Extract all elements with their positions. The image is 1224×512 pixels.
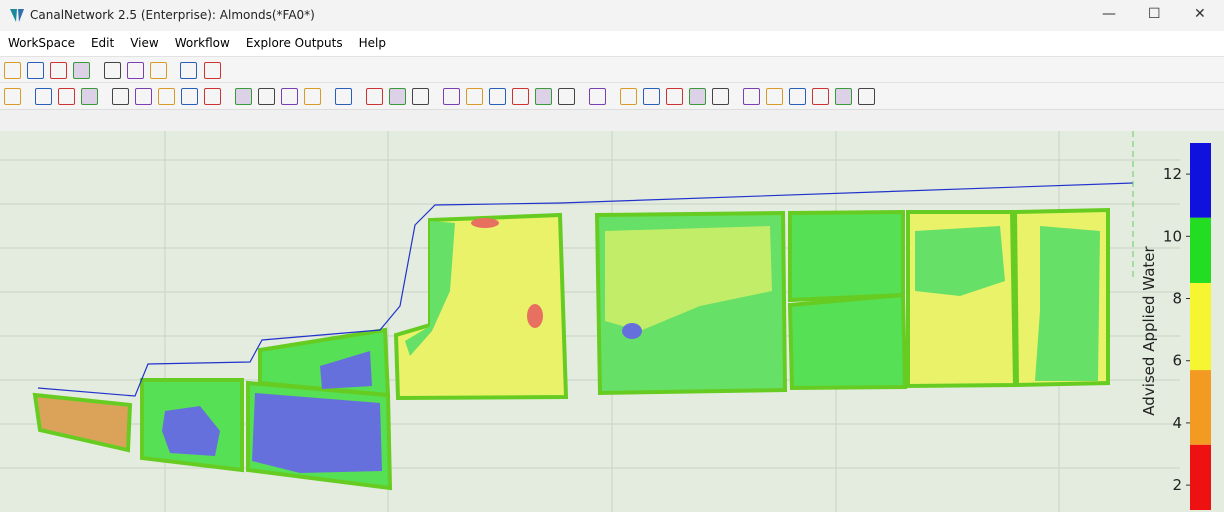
map-view[interactable]: 2 4 6 8 10 12 Advised Applied Water <box>0 131 1224 512</box>
toolbar-button[interactable] <box>50 62 67 79</box>
toolbar <box>0 56 1224 83</box>
toolbar-button[interactable] <box>158 88 175 105</box>
field-zone <box>405 221 455 356</box>
toolbar-button[interactable] <box>258 88 275 105</box>
field-zone <box>1035 226 1100 381</box>
field-zone <box>527 304 543 328</box>
field-zone <box>622 323 642 339</box>
toolbar-button[interactable] <box>58 88 75 105</box>
colorbar-band <box>1190 282 1211 371</box>
menu-item[interactable]: Explore Outputs <box>245 36 343 50</box>
app-icon <box>10 9 24 22</box>
toolbar-button[interactable] <box>835 88 852 105</box>
colorbar-label: Advised Applied Water <box>1140 245 1158 415</box>
toolbar-button[interactable] <box>181 88 198 105</box>
toolbar-button[interactable] <box>335 88 352 105</box>
toolbar-button[interactable] <box>304 88 321 105</box>
field-zone <box>915 226 1005 296</box>
toolbar-button[interactable] <box>512 88 529 105</box>
colorbar-tick-label: 6 <box>1172 352 1182 370</box>
toolbar-button[interactable] <box>466 88 483 105</box>
toolbar-button[interactable] <box>27 62 44 79</box>
toolbar-button[interactable] <box>104 62 121 79</box>
colorbar-tick-label: 2 <box>1172 476 1182 494</box>
toolbar-button[interactable] <box>81 88 98 105</box>
field <box>787 292 908 391</box>
toolbar-button[interactable] <box>135 88 152 105</box>
field-zone <box>605 226 772 331</box>
colorbar-tick-label: 12 <box>1163 165 1182 183</box>
toolbar-button[interactable] <box>204 62 221 79</box>
field-zone <box>320 351 372 389</box>
toolbar <box>0 82 1224 109</box>
toolbar-button[interactable] <box>712 88 729 105</box>
fields <box>32 207 1110 491</box>
field-zone <box>252 393 382 473</box>
canal <box>37 182 1134 397</box>
menu-item[interactable]: Edit <box>90 36 115 50</box>
toolbar-button[interactable] <box>558 88 575 105</box>
field-zone <box>471 218 499 228</box>
toolbar-button[interactable] <box>766 88 783 105</box>
maximize-button[interactable]: ☐ <box>1148 6 1161 22</box>
toolbar-button[interactable] <box>235 88 252 105</box>
toolbar-button[interactable] <box>73 62 90 79</box>
toolbar-button[interactable] <box>789 88 806 105</box>
colorbar: 2 4 6 8 10 12 Advised Applied Water <box>1140 143 1211 510</box>
toolbar-button[interactable] <box>4 88 21 105</box>
colorbar-band <box>1190 444 1211 510</box>
colorbar-tick-label: 4 <box>1172 414 1182 432</box>
toolbar-button[interactable] <box>180 62 197 79</box>
toolbar-button[interactable] <box>643 88 660 105</box>
title-bar: CanalNetwork 2.5 (Enterprise): Almonds(*… <box>0 0 1224 31</box>
field <box>32 392 133 453</box>
menu-item[interactable]: Workflow <box>174 36 230 50</box>
toolbar-button[interactable] <box>112 88 129 105</box>
menu-bar: WorkSpace Edit View Workflow Explore Outputs… <box>0 31 1224 56</box>
colorbar-band <box>1190 370 1211 445</box>
toolbar-button[interactable] <box>535 88 552 105</box>
colorbar-band <box>1190 217 1211 283</box>
field <box>788 209 905 303</box>
close-button[interactable]: ✕ <box>1194 6 1206 22</box>
toolbar-button[interactable] <box>620 88 637 105</box>
toolbar-button[interactable] <box>4 62 21 79</box>
toolbar-button[interactable] <box>204 88 221 105</box>
toolbar-button[interactable] <box>127 62 144 79</box>
colorbar-band <box>1190 143 1211 218</box>
toolbar-button[interactable] <box>743 88 760 105</box>
toolbar-button[interactable] <box>812 88 829 105</box>
toolbar-button[interactable] <box>281 88 298 105</box>
window-title: CanalNetwork 2.5 (Enterprise): Almonds(*… <box>30 8 315 22</box>
menu-item[interactable]: Help <box>358 36 386 50</box>
menu-item[interactable]: View <box>130 36 159 50</box>
toolbar-button[interactable] <box>443 88 460 105</box>
toolbar-button[interactable] <box>35 88 52 105</box>
toolbar-button[interactable] <box>150 62 167 79</box>
toolbar-button[interactable] <box>858 88 875 105</box>
toolbar-button[interactable] <box>666 88 683 105</box>
toolbar-button[interactable] <box>366 88 383 105</box>
toolbar-button[interactable] <box>489 88 506 105</box>
panel-gap <box>0 109 1224 132</box>
toolbar-button[interactable] <box>389 88 406 105</box>
toolbar-button[interactable] <box>412 88 429 105</box>
colorbar-tick-label: 10 <box>1163 227 1182 245</box>
field-zone <box>162 406 220 456</box>
minimize-button[interactable]: — <box>1102 6 1116 22</box>
colorbar-tick-label: 8 <box>1172 290 1182 308</box>
toolbar-button[interactable] <box>689 88 706 105</box>
menu-item[interactable]: WorkSpace <box>8 36 75 50</box>
toolbar-button[interactable] <box>589 88 606 105</box>
